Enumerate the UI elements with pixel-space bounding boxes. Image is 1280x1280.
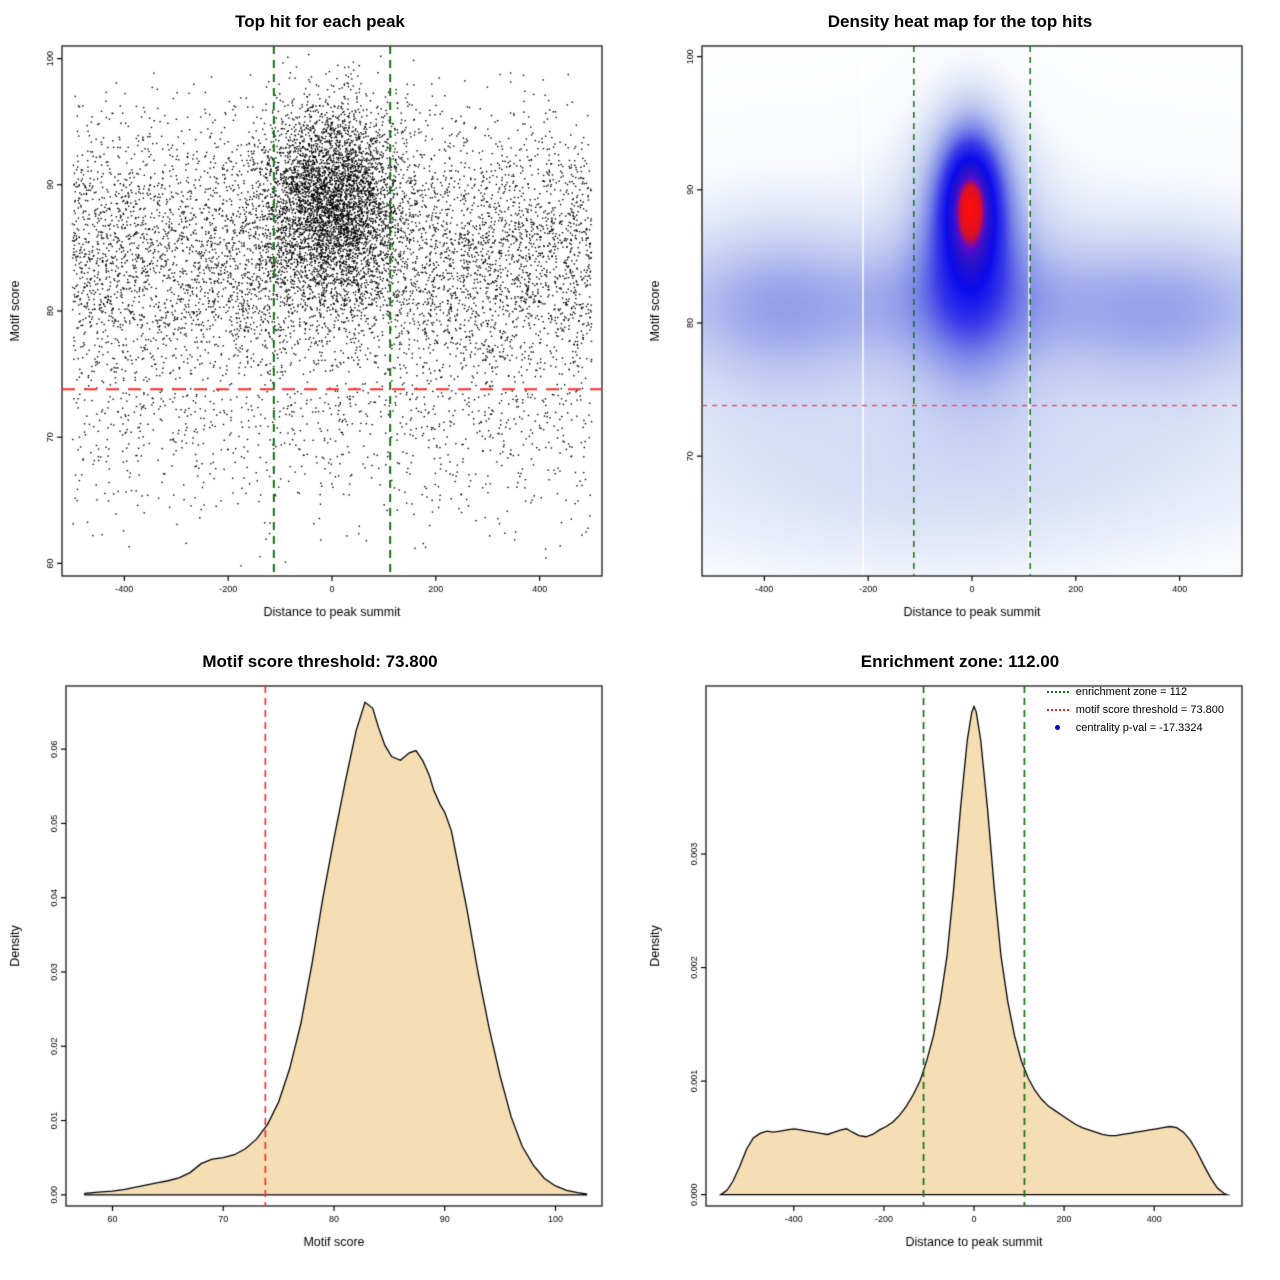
panel-heatmap: Density heat map for the top hits xyxy=(640,0,1280,640)
centrality-pval-dot-icon xyxy=(1054,725,1060,730)
heatmap-title: Density heat map for the top hits xyxy=(827,12,1093,31)
panel-scatter: Top hit for each peak xyxy=(0,0,640,640)
motif-density-canvas xyxy=(0,640,640,1280)
legend-item-enrichment-zone: enrichment zone = 112 xyxy=(1046,684,1224,699)
enrichment-zone-line-icon xyxy=(1046,690,1069,693)
panel-distance-density: Enrichment zone: 112.00 enrichment zone … xyxy=(640,640,1280,1280)
scatter-canvas xyxy=(0,0,640,640)
distance-density-canvas xyxy=(640,640,1280,1280)
legend-label: motif score threshold = 73.800 xyxy=(1075,703,1224,716)
threshold-line-icon xyxy=(1046,708,1069,711)
legend-item-score-threshold: motif score threshold = 73.800 xyxy=(1046,702,1224,717)
legend-item-centrality-pval: centrality p-val = -17.3324 xyxy=(1047,720,1224,735)
heatmap-canvas xyxy=(640,0,1280,640)
scatter-title: Top hit for each peak xyxy=(235,12,405,31)
legend-label: centrality p-val = -17.3324 xyxy=(1075,721,1203,734)
distance-density-title: Enrichment zone: 112.00 xyxy=(860,652,1060,671)
legend: enrichment zone = 112 motif score thresh… xyxy=(1046,684,1224,735)
motif-density-title: Motif score threshold: 73.800 xyxy=(202,652,438,671)
legend-label: enrichment zone = 112 xyxy=(1075,685,1188,698)
panel-motif-density: Motif score threshold: 73.800 xyxy=(0,640,640,1280)
